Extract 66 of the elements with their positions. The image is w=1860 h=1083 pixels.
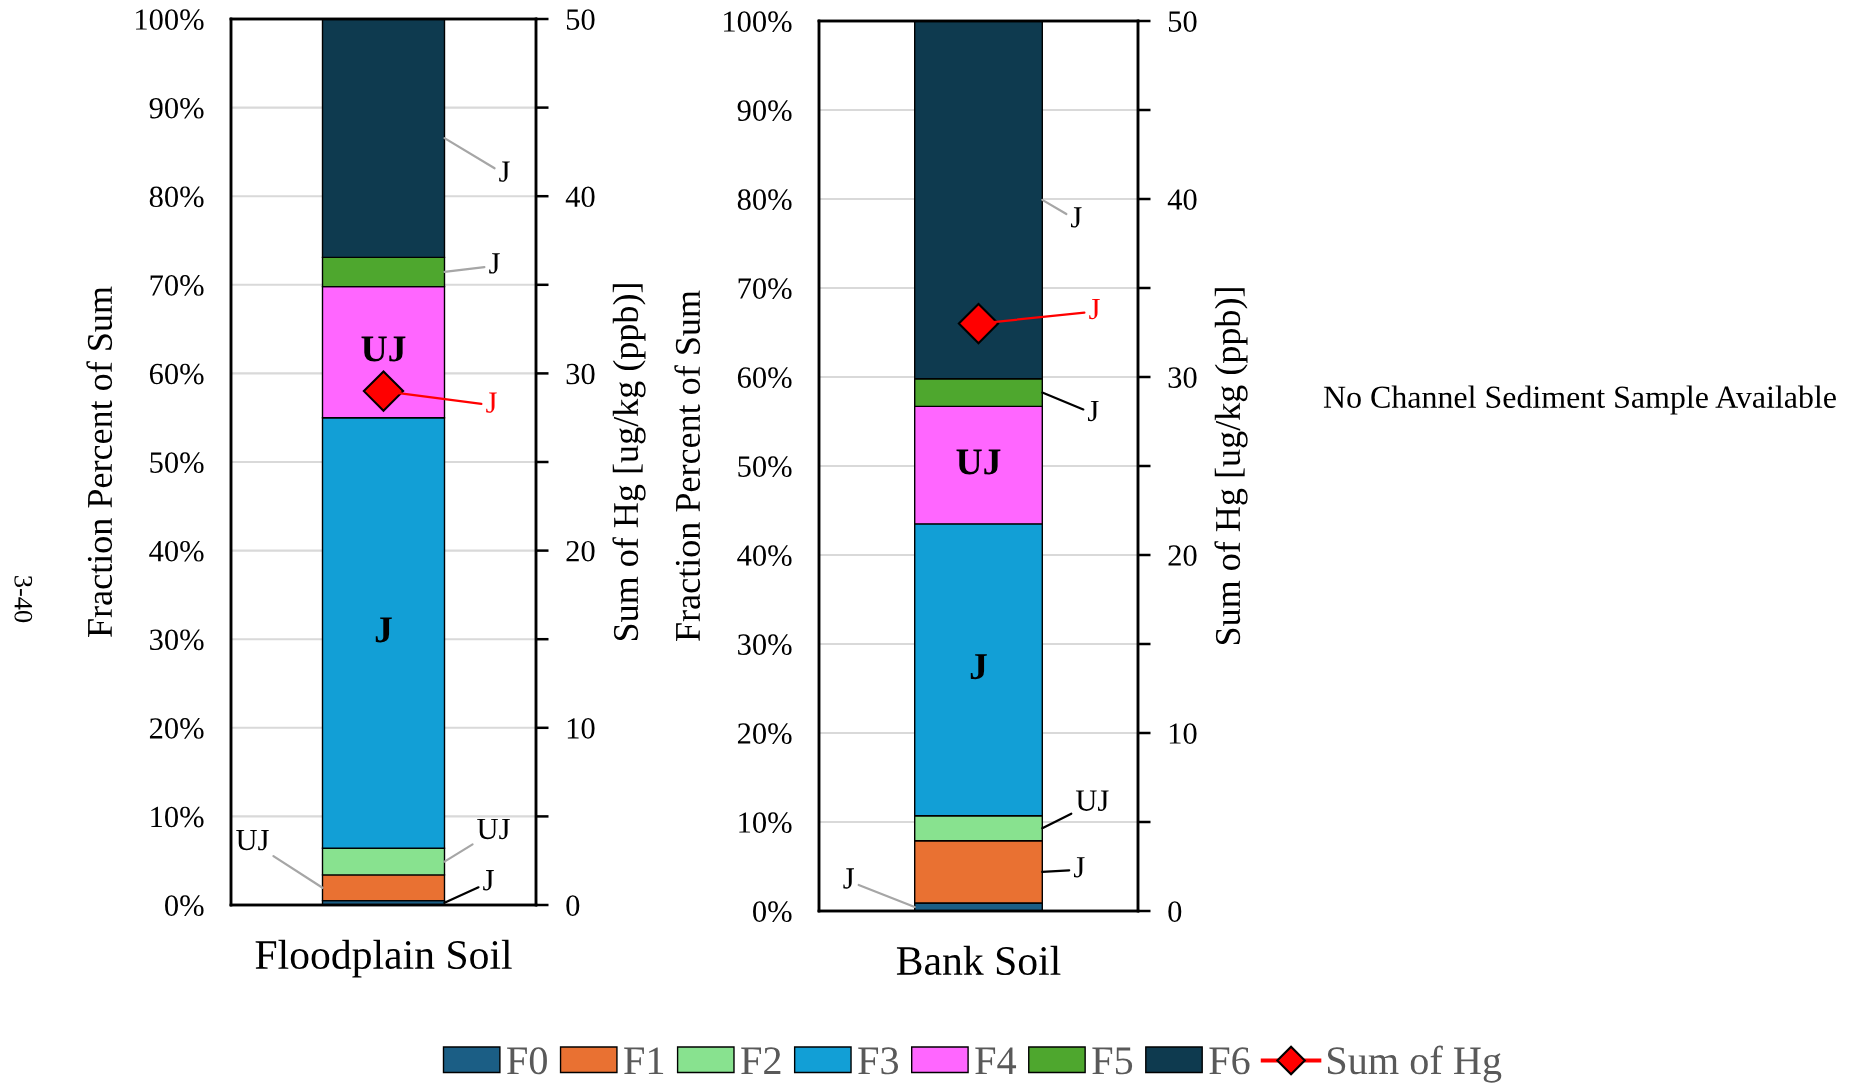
y-tick-label: 0% [753,901,792,922]
y2-tick-label: 30 [566,363,595,385]
y-tick-label: 20% [149,718,204,739]
x-tick-label: Bank Soil [896,945,1061,976]
y2-tick-label: 50 [1168,11,1197,32]
data-label: J [1070,207,1082,228]
x-tick-label: Floodplain Soil [255,939,512,978]
y-tick-label: 50% [738,456,792,477]
legend-label: F2 [741,1047,781,1074]
data-label: UJ [361,336,406,362]
y-tick-label: 80% [737,189,792,210]
y-tick-label: 90% [149,97,204,119]
y2-tick-label: 20 [566,540,595,562]
y-tick-label: 30% [150,629,204,651]
y-tick-label: 60% [149,363,204,385]
data-label: J [1089,298,1100,320]
y-tick-label: 10% [739,812,792,833]
data-label: UJ [1075,790,1109,811]
data-label: J [483,870,494,891]
legend-label: F6 [1209,1047,1250,1075]
data-label: J [489,253,500,274]
legend-label: F1 [624,1047,664,1074]
y-tick-label: 90% [737,100,792,121]
data-label: UJ [956,449,1001,475]
y-tick-label: 70% [738,278,792,299]
legend-label: F0 [507,1047,547,1075]
legend-label: F5 [1092,1047,1133,1075]
text: No Channel Sediment Sample Available [1323,385,1836,415]
y2-axis-title: Sum of Hg [ug/kg (ppb)] [612,284,646,641]
data-label: J [486,392,497,413]
data-label: J [1087,400,1099,422]
legend-label: F3 [858,1047,899,1075]
y-tick-label: 60% [737,367,792,388]
y2-tick-label: 10 [1169,723,1197,744]
legend-label: Sum of Hg [1327,1045,1502,1083]
y-tick-label: 10% [151,806,204,828]
y-tick-label: 40% [149,540,204,562]
y-tick-label: 30% [738,634,792,655]
y2-tick-label: 40 [565,186,595,208]
y2-tick-label: 0 [566,895,580,916]
text: 3-40 [14,576,33,623]
y2-tick-label: 40 [1167,189,1197,210]
y-tick-label: 0% [165,895,204,916]
data-label: J [1073,857,1085,878]
y2-tick-label: 20 [1168,545,1197,566]
y2-axis-title: Sum of Hg [ug/kg (ppb)] [1214,288,1248,645]
y2-tick-label: 50 [566,9,595,30]
data-label: J [375,617,392,643]
y2-tick-label: 10 [567,718,595,739]
data-label: J [843,868,854,889]
data-label: UJ [236,830,269,851]
y2-tick-label: 30 [1168,367,1197,388]
y-axis-title: Fraction Percent of Sum [674,290,701,641]
y-tick-label: 100% [724,11,792,32]
legend-label: F4 [975,1047,1017,1074]
y-tick-label: 50% [150,452,204,473]
data-label: J [499,161,510,182]
y-tick-label: 40% [737,545,792,566]
y-axis-title: Fraction Percent of Sum [86,286,113,637]
y-tick-label: 70% [150,275,204,296]
data-label: J [970,654,987,680]
y2-tick-label: 0 [1168,901,1182,922]
y-tick-label: 20% [737,723,792,744]
data-label: UJ [477,818,510,840]
y-tick-label: 80% [149,186,204,208]
y-tick-label: 100% [136,9,204,30]
